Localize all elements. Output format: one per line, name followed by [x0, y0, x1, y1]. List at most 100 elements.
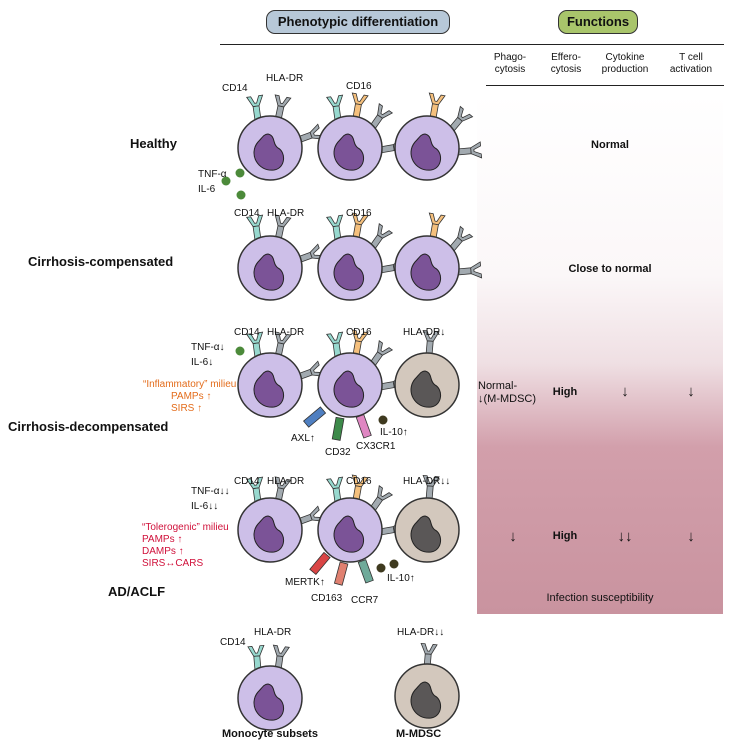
aclf-cd16: CD16 [346, 476, 372, 487]
row-label-decompensated: Cirrhosis-decompensated [8, 419, 169, 434]
legend-mmdsc: M-MDSC [396, 728, 442, 740]
decomp-hladr-down: HLA-DR↓ [403, 327, 446, 338]
aclf-milieu-4: SIRS↔CARS [142, 558, 204, 569]
decomp-cx3cr1: CX3CR1 [356, 441, 396, 452]
legend-monocyte-cell-nucleus [253, 683, 284, 721]
legend-monocyte: Monocyte subsets [222, 728, 318, 740]
decomp-milieu-3: SIRS ↑ [171, 403, 203, 414]
aclf-cd163: CD163 [311, 593, 343, 604]
compensated-classical-cell-nucleus [253, 253, 284, 291]
healthy-tnf: TNF-α [198, 169, 227, 180]
col-efferocytosis-l1: Efferо- [551, 52, 581, 63]
decomp-intermediate-cell-nucleus [333, 370, 364, 408]
healthy-classical-cell-nucleus [253, 133, 284, 171]
aclf-hladr-down: HLA-DR↓↓ [403, 476, 451, 487]
aclf-il6: IL-6↓↓ [191, 501, 219, 512]
legend-hladr-down: HLA-DR↓↓ [397, 627, 445, 638]
compensated-intermediate-cell-nucleus [333, 253, 364, 291]
col-phagocytosis-l1: Phago- [493, 52, 527, 63]
row-label-healthy: Healthy [130, 136, 177, 151]
aclf-infection: Infection susceptibility [546, 592, 654, 604]
decomp-cytokine-dot [235, 346, 245, 356]
aclf-mertk-bar [309, 551, 331, 575]
aclf-milieu-2: PAMPs ↑ [142, 534, 183, 545]
healthy-nonclassical-cell-nucleus [410, 133, 441, 171]
decomp-tnf: TNF-α↓ [191, 342, 225, 353]
aclf-ccr7: CCR7 [351, 595, 379, 606]
decomp-phago-1: Normal- [478, 380, 518, 392]
decomp-hladr: HLA-DR [267, 327, 305, 338]
decomp-milieu-2: PAMPs ↑ [171, 391, 212, 402]
functions-header: Functions [558, 10, 638, 34]
aclf-intermediate-cell-nucleus [333, 515, 364, 553]
decomp-milieu-1: “Inflammatory” milieu [143, 379, 237, 390]
col-cytokine: Cytokine production [594, 52, 656, 76]
compensated-nonclassical-cell-nucleus [410, 253, 441, 291]
healthy-tnf-dot [221, 176, 231, 186]
healthy-intermediate-cell-nucleus [333, 133, 364, 171]
compensated-function: Close to normal [568, 263, 652, 275]
decomp-cd32-bar [331, 416, 345, 441]
col-efferocytosis: Efferо-cytosis [540, 52, 592, 76]
decomp-il6: IL-6↓ [191, 357, 214, 368]
healthy-extra-dot [236, 190, 246, 200]
healthy-cd16: CD16 [346, 81, 372, 92]
aclf-tnf: TNF-α↓↓ [191, 486, 230, 497]
compensated-intermediate-cd16-receptor [351, 212, 369, 241]
header-rule [220, 44, 724, 45]
compensated-cd14: CD14 [234, 208, 260, 219]
legend-cd14: CD14 [220, 637, 246, 648]
columns-rule [486, 85, 724, 86]
aclf-hladr: HLA-DR [267, 476, 305, 487]
healthy-il6: IL-6 [198, 184, 216, 195]
decomp-cd32: CD32 [325, 447, 351, 458]
aclf-mdsc-cell-nucleus [410, 515, 441, 553]
decomp-cytokine: ↓ [621, 383, 629, 400]
decomp-tcell: ↓ [687, 383, 695, 400]
aclf-phago: ↓ [509, 528, 517, 545]
row-label-aclf: AD/ACLF [108, 584, 166, 599]
aclf-cd14: CD14 [234, 476, 260, 487]
decomp-axl: AXL↑ [291, 433, 315, 444]
col-cytokine-l1: Cytokine [605, 52, 645, 63]
legend-mdsc-cell-nucleus [410, 681, 441, 719]
decomp-phago-2: ↓(M-MDSC) [478, 393, 537, 405]
healthy-il6-dot [235, 168, 245, 178]
decomp-classical-cell-nucleus [253, 370, 284, 408]
aclf-il10: IL-10↑ [387, 573, 415, 584]
compensated-cd16: CD16 [346, 208, 372, 219]
healthy-function: Normal [591, 139, 629, 151]
decomp-axl-bar [303, 406, 327, 428]
healthy-cd14: CD14 [222, 83, 248, 94]
col-tcell: T cell activation [660, 52, 722, 76]
col-phagocytosis-l2: cytosis [494, 64, 526, 75]
col-cytokine-l2: production [601, 64, 649, 75]
col-phagocytosis: Phago-cytosis [482, 52, 538, 76]
col-tcell-l1: T cell [679, 52, 703, 63]
decomp-mdsc-cell-nucleus [410, 370, 441, 408]
aclf-mertk: MERTK↑ [285, 577, 325, 588]
decomp-il10-dot [378, 415, 388, 425]
aclf-milieu-3: DAMPs ↑ [142, 546, 184, 557]
decomp-cd14: CD14 [234, 327, 260, 338]
aclf-ccr7-bar [357, 559, 374, 584]
decomp-cx3cr1-bar [355, 414, 372, 439]
aclf-il10-dot-2 [389, 559, 399, 569]
legend-hladr: HLA-DR [254, 627, 292, 638]
aclf-il10-dot-1 [376, 563, 386, 573]
aclf-milieu-1: “Tolerogenic” milieu [142, 522, 229, 533]
decomp-cd16: CD16 [346, 327, 372, 338]
decomp-il10: IL-10↑ [380, 427, 408, 438]
decomp-effero: High [552, 386, 578, 398]
aclf-cytokine: ↓↓ [617, 528, 633, 545]
aclf-tcell: ↓ [687, 528, 695, 545]
aclf-cd163-bar [333, 561, 349, 586]
aclf-effero: High [552, 530, 578, 542]
col-efferocytosis-l2: cytosis [550, 64, 582, 75]
compensated-hladr: HLA-DR [267, 208, 305, 219]
healthy-hladr: HLA-DR [266, 73, 304, 84]
decomp-intermediate-cd16-receptor [351, 329, 369, 358]
functions-panel [477, 93, 723, 614]
phenotypic-header: Phenotypic differentiation [266, 10, 450, 34]
